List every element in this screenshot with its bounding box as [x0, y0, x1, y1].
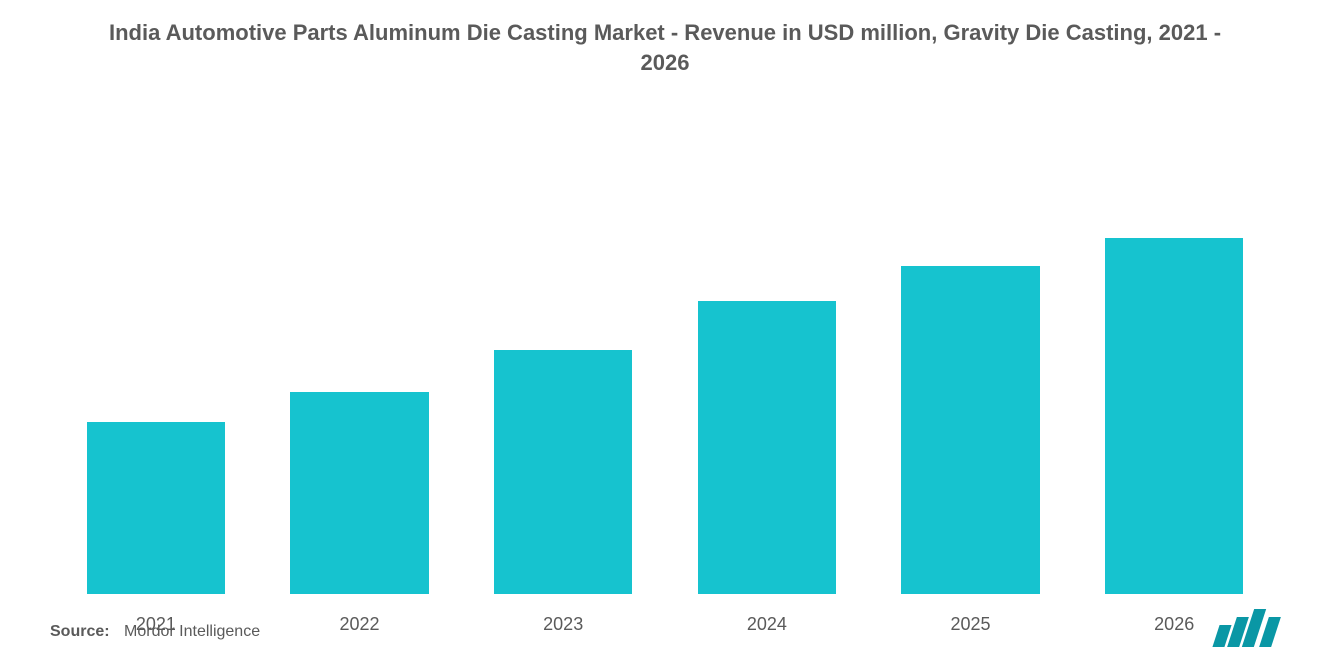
bar-2025	[901, 266, 1039, 594]
logo-stroke	[1259, 617, 1281, 647]
chart-container: India Automotive Parts Aluminum Die Cast…	[0, 0, 1320, 665]
bar-2026	[1105, 238, 1243, 594]
bar-2023	[494, 350, 632, 594]
bar-slot	[1072, 147, 1276, 594]
bar-slot	[258, 147, 462, 594]
bar-slot	[54, 147, 258, 594]
bar-slot	[869, 147, 1073, 594]
bar-2024	[698, 301, 836, 594]
source-label: Source:	[50, 623, 110, 640]
bar-group	[50, 147, 1280, 594]
x-tick: 2025	[869, 614, 1073, 635]
bar-slot	[461, 147, 665, 594]
bar-2021	[87, 422, 225, 594]
chart-title: India Automotive Parts Aluminum Die Cast…	[50, 18, 1280, 77]
source-name: Mordor Intelligence	[124, 623, 260, 640]
plot-area	[50, 147, 1280, 594]
brand-logo	[1216, 607, 1280, 647]
x-tick: 2022	[258, 614, 462, 635]
bar-slot	[665, 147, 869, 594]
bar-2022	[290, 392, 428, 594]
source-attribution: Source: Mordor Intelligence	[50, 623, 260, 641]
x-tick: 2024	[665, 614, 869, 635]
x-tick: 2023	[461, 614, 665, 635]
